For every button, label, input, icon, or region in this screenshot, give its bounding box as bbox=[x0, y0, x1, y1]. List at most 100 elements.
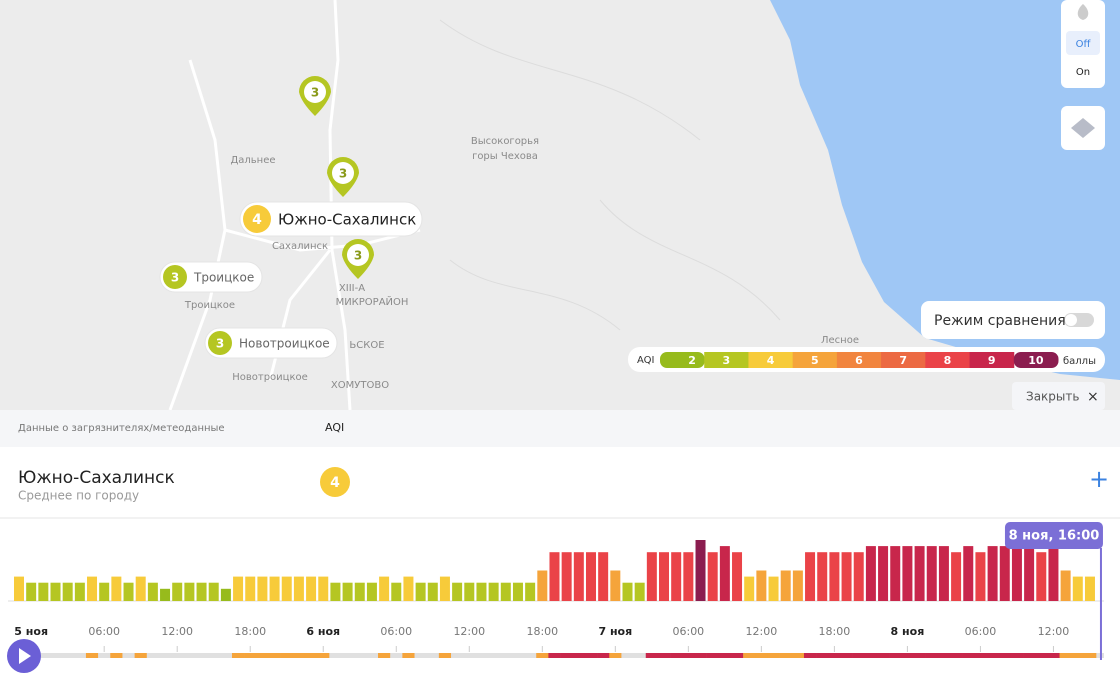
toggle-knob bbox=[1065, 314, 1077, 326]
legend-level: 5 bbox=[811, 354, 819, 367]
legend-swatch bbox=[881, 352, 926, 368]
tabs-bar bbox=[0, 410, 1120, 447]
tooltip bbox=[1004, 522, 1103, 549]
city-subtitle: Среднее по городу bbox=[18, 489, 139, 503]
bar bbox=[1084, 576, 1095, 601]
timeline-segment bbox=[694, 653, 707, 658]
timeline-segment bbox=[937, 653, 951, 658]
timeline-segment bbox=[925, 653, 939, 658]
timeline-segment bbox=[645, 653, 659, 658]
timeline-segment bbox=[560, 653, 574, 658]
bar bbox=[598, 552, 609, 601]
bar bbox=[732, 552, 743, 601]
x-tick-label: 5 ноя bbox=[14, 625, 48, 638]
add-icon[interactable]: + bbox=[1089, 465, 1109, 493]
timeline-segment bbox=[767, 653, 780, 658]
bar bbox=[683, 552, 694, 601]
map-label: ХОМУТОВО bbox=[331, 380, 389, 391]
timeline-segment bbox=[207, 653, 221, 658]
timeline-segment bbox=[122, 653, 135, 658]
bar bbox=[99, 582, 110, 601]
pin-aqi: 3 bbox=[354, 249, 362, 263]
close-icon[interactable]: × bbox=[1087, 389, 1099, 405]
off-button[interactable] bbox=[1066, 31, 1100, 55]
pin-inner bbox=[304, 81, 326, 103]
timeline-segment bbox=[280, 653, 294, 658]
bar bbox=[476, 582, 487, 601]
bar bbox=[111, 576, 122, 601]
bar bbox=[865, 546, 876, 601]
bar bbox=[926, 546, 937, 601]
legend-level: 8 bbox=[944, 354, 952, 367]
timeline-segment bbox=[609, 653, 622, 658]
x-tick-label: 18:00 bbox=[819, 625, 851, 638]
timeline-segment bbox=[475, 653, 488, 658]
close-tab[interactable] bbox=[1012, 382, 1105, 410]
map-label: Высокогорья bbox=[471, 136, 539, 147]
off-label[interactable]: Off bbox=[1076, 39, 1092, 50]
city-badge bbox=[320, 467, 350, 497]
timeline-segment bbox=[572, 653, 586, 658]
timeline-segment bbox=[171, 653, 184, 658]
bar bbox=[841, 552, 852, 601]
timeline-segment bbox=[61, 653, 75, 658]
city-aqi: 4 bbox=[330, 475, 340, 491]
timeline-segment bbox=[524, 653, 537, 658]
compare-label: Режим сравнения bbox=[934, 313, 1066, 329]
bar bbox=[245, 576, 256, 601]
bar bbox=[439, 576, 450, 601]
roads bbox=[168, 0, 421, 411]
timeline-segment bbox=[37, 653, 50, 658]
bar bbox=[525, 582, 536, 601]
tab[interactable]: Данные о загрязнителях/метеоданные bbox=[18, 423, 225, 434]
bar bbox=[1072, 576, 1083, 601]
timeline-segment bbox=[633, 653, 647, 658]
callout[interactable] bbox=[204, 327, 338, 359]
callout[interactable] bbox=[239, 201, 423, 237]
tab[interactable]: AQI bbox=[325, 421, 344, 434]
x-tick-label: 06:00 bbox=[88, 625, 120, 638]
timeline-segment bbox=[1035, 653, 1048, 658]
callout-badge bbox=[163, 265, 187, 289]
timeline-segment bbox=[536, 653, 549, 658]
bar bbox=[512, 582, 523, 601]
on-label[interactable]: On bbox=[1076, 67, 1090, 78]
x-tick-label: 12:00 bbox=[746, 625, 778, 638]
bar bbox=[610, 570, 621, 601]
timeline-segment bbox=[329, 653, 342, 658]
bar bbox=[196, 582, 207, 601]
timeline-segment bbox=[730, 653, 744, 658]
x-tick-label: 7 ноя bbox=[598, 625, 632, 638]
timeline-segment bbox=[1010, 653, 1024, 658]
timeline-segment bbox=[950, 653, 963, 658]
timeline-segment bbox=[268, 653, 281, 658]
bar bbox=[914, 546, 925, 601]
callout-badge bbox=[243, 205, 271, 233]
timeline-segment bbox=[670, 653, 683, 658]
timeline-segment bbox=[195, 653, 208, 658]
map-label: горы Чехова bbox=[472, 151, 538, 162]
bar bbox=[488, 582, 499, 601]
timeline-segment bbox=[85, 653, 99, 658]
callout[interactable] bbox=[159, 261, 263, 293]
bar bbox=[756, 570, 767, 601]
relief bbox=[439, 19, 781, 331]
bar bbox=[160, 588, 171, 601]
bar bbox=[1036, 552, 1047, 601]
timeline-segment bbox=[706, 653, 720, 658]
timeline-segment bbox=[98, 653, 111, 658]
x-tick-label: 12:00 bbox=[453, 625, 485, 638]
bar bbox=[330, 582, 341, 601]
compare-box[interactable] bbox=[921, 301, 1105, 339]
x-tick-label: 6 ноя bbox=[306, 625, 340, 638]
timeline-segment bbox=[414, 653, 427, 658]
timeline-segment bbox=[292, 653, 306, 658]
bar bbox=[768, 576, 779, 601]
timeline-segment bbox=[962, 653, 975, 658]
bar bbox=[744, 576, 755, 601]
bar bbox=[354, 582, 365, 601]
road bbox=[328, 0, 352, 411]
timeline-segment bbox=[816, 653, 829, 658]
close-label[interactable]: Закрыть bbox=[1026, 390, 1079, 404]
timeline-segment bbox=[511, 653, 525, 658]
